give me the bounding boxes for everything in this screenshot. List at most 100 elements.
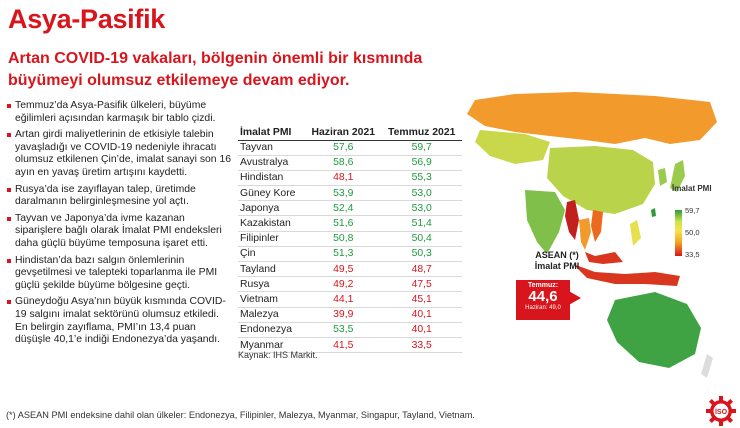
country-cell: Tayland — [238, 261, 306, 278]
july-value-cell: 33,5 — [381, 337, 462, 354]
july-value-cell: 47,5 — [381, 276, 462, 293]
june-value-cell: 53,9 — [305, 185, 382, 202]
table-row: Tayvan 57,6 59,7 — [238, 140, 462, 156]
country-cell: Kazakistan — [238, 215, 306, 232]
country-cell: Tayvan — [238, 140, 306, 156]
table-row: Tayland 49,5 48,7 — [238, 261, 462, 278]
asia-pacific-map — [467, 92, 717, 378]
asean-arrow — [567, 290, 581, 306]
table-row: Endonezya 53,5 40,1 — [238, 322, 462, 338]
june-value-cell: 53,5 — [305, 322, 382, 338]
july-value-cell: 45,1 — [381, 291, 462, 308]
table-row: Rusya 49,2 47,5 — [238, 276, 462, 293]
country-cell: Çin — [238, 246, 306, 263]
june-value-cell: 39,9 — [305, 307, 382, 323]
map-region-indonesia — [573, 264, 680, 286]
map-region-taiwan — [651, 208, 656, 217]
pmi-table: İmalat PMI Haziran 2021 Temmuz 2021 Tayv… — [238, 126, 462, 354]
legend-min: 33,5 — [685, 250, 700, 259]
gear-icon: İSO — [706, 396, 736, 426]
country-cell: Avustralya — [238, 155, 306, 171]
headline: Artan COVID-19 vakaları, bölgenin önemli… — [8, 50, 423, 89]
map-region-russia — [467, 92, 717, 144]
june-value-cell: 52,4 — [305, 200, 382, 217]
june-value-cell: 44,1 — [305, 291, 382, 308]
bullet-list: Temmuz’da Asya-Pasifik ülkeleri, büyüme … — [6, 100, 234, 351]
table-row: Hindistan 48,1 55,3 — [238, 170, 462, 187]
july-value-cell: 40,1 — [381, 322, 462, 338]
country-cell: Filipinler — [238, 231, 306, 247]
table-row: Kazakistan 51,6 51,4 — [238, 215, 462, 232]
july-value-cell: 40,1 — [381, 307, 462, 323]
july-value-cell: 50,4 — [381, 231, 462, 247]
page-title: Asya-Pasifik — [8, 4, 165, 34]
july-value-cell: 55,3 — [381, 170, 462, 187]
table-row: Malezya 39,9 40,1 — [238, 307, 462, 323]
bullet-item: Temmuz’da Asya-Pasifik ülkeleri, büyüme … — [6, 100, 234, 125]
asean-label: ASEAN (*) İmalat PMI — [517, 250, 597, 272]
june-value-cell: 51,3 — [305, 246, 382, 263]
bullet-item: Hindistan’da bazı salgın önlemlerinin ge… — [6, 255, 234, 293]
june-value-cell: 49,5 — [305, 261, 382, 278]
july-value-cell: 48,7 — [381, 261, 462, 278]
july-value-cell: 51,4 — [381, 215, 462, 232]
july-value-cell: 53,0 — [381, 185, 462, 202]
map-region-thailand — [579, 218, 591, 250]
june-value-cell: 51,6 — [305, 215, 382, 232]
july-value-cell: 50,3 — [381, 246, 462, 263]
country-cell: Endonezya — [238, 322, 306, 338]
june-value-cell: 57,6 — [305, 140, 382, 156]
country-cell: Rusya — [238, 276, 306, 293]
bullet-item: Tayvan ve Japonya’da ivme kazanan sipari… — [6, 213, 234, 251]
june-value-cell: 58,6 — [305, 155, 382, 171]
table-row: Avustralya 58,6 56,9 — [238, 155, 462, 171]
table-row: Filipinler 50,8 50,4 — [238, 231, 462, 247]
country-cell: Vietnam — [238, 291, 306, 308]
legend-mid: 50,0 — [685, 228, 700, 237]
legend-max: 59,7 — [685, 206, 700, 215]
table-header-row: İmalat PMI Haziran 2021 Temmuz 2021 — [238, 126, 462, 141]
table-body: Tayvan 57,6 59,7 Avustralya 58,6 56,9 Hindista… — [238, 140, 462, 354]
map-region-philippines — [630, 220, 641, 246]
july-value-cell: 56,9 — [381, 155, 462, 171]
asean-subtitle: İmalat PMI — [534, 261, 580, 271]
table-row: Myanmar 41,5 33,5 — [238, 337, 462, 354]
asean-value-box: Temmuz: 44,6 Haziran: 49,0 — [516, 280, 570, 320]
june-value-cell: 48,1 — [305, 170, 382, 187]
map-region-kazakhstan — [475, 130, 550, 164]
table-row: Çin 51,3 50,3 — [238, 246, 462, 263]
map-region-vietnam — [591, 210, 603, 242]
map-region-myanmar — [565, 200, 579, 240]
country-cell: Malezya — [238, 307, 306, 323]
map-region-japan — [670, 160, 685, 192]
july-value-cell: 53,0 — [381, 200, 462, 217]
map-region-india — [525, 190, 565, 254]
map-region-new-zealand — [701, 354, 713, 378]
country-cell: Myanmar — [238, 337, 306, 354]
map-region-korea — [658, 168, 667, 186]
bullet-item: Güneydoğu Asya’nın büyük kısmında COVID-… — [6, 296, 234, 346]
table-row: Güney Kore 53,9 53,0 — [238, 185, 462, 202]
header-june: Haziran 2021 — [305, 126, 382, 141]
legend-color-scale — [675, 210, 682, 256]
table-row: Japonya 52,4 53,0 — [238, 200, 462, 217]
asean-month: Temmuz: — [527, 282, 559, 289]
table-row: Vietnam 44,1 45,1 — [238, 291, 462, 308]
map-region-malaysia — [585, 252, 623, 264]
july-value-cell: 59,7 — [381, 140, 462, 156]
country-cell: Güney Kore — [238, 185, 306, 202]
asean-previous: Haziran: 49,0 — [525, 305, 561, 311]
june-value-cell: 41,5 — [305, 337, 382, 354]
june-value-cell: 50,8 — [305, 231, 382, 247]
map-region-australia — [607, 292, 701, 368]
legend-title: İmalat PMI — [672, 184, 712, 193]
bullet-item: Artan girdi maliyetlerinin de etkisiyle … — [6, 129, 234, 179]
bullet-item: Rusya’da ise zayıflayan talep, üretimde … — [6, 184, 234, 209]
header-july: Temmuz 2021 — [381, 126, 462, 141]
country-cell: Hindistan — [238, 170, 306, 187]
logo-text: İSO — [715, 408, 728, 416]
source-note: Kaynak: IHS Markit. — [238, 350, 318, 360]
asean-value: 44,6 — [528, 288, 558, 305]
footnote: (*) ASEAN PMI endeksine dahil olan ülkel… — [6, 410, 475, 420]
map-region-china — [547, 146, 655, 214]
